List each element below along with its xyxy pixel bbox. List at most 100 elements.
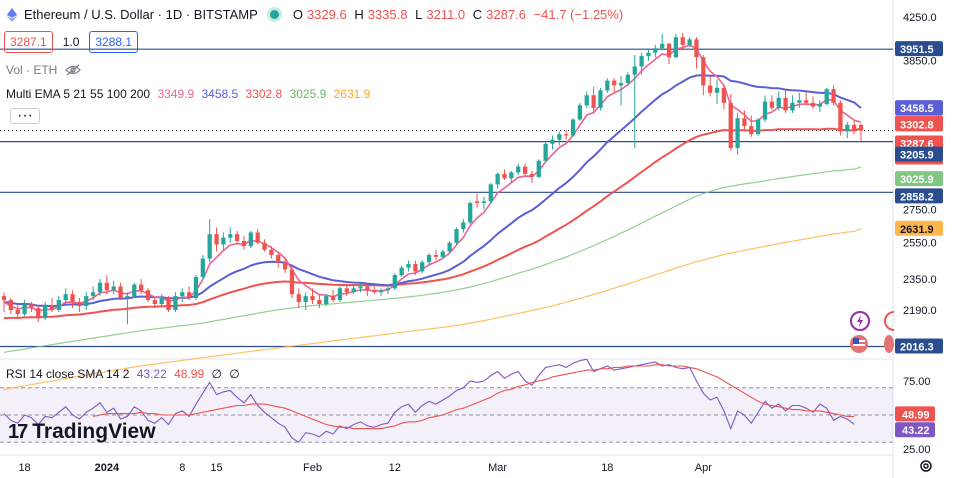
candle-body — [399, 267, 404, 276]
ema100-value: 3025.9 — [289, 87, 327, 101]
price-axis-label: 3302.8 — [895, 116, 943, 132]
candle-body — [317, 300, 322, 304]
candle-body — [337, 288, 343, 301]
candle-body — [516, 166, 521, 173]
candle-body — [378, 290, 384, 293]
candle-body — [132, 284, 137, 297]
us-flag-event-icon-2[interactable] — [884, 335, 894, 353]
candle-body — [372, 290, 377, 293]
price-tick-label: 2190.0 — [903, 305, 937, 317]
rsi-axis-label-bg — [895, 406, 935, 422]
ema-name: Multi EMA 5 21 55 100 200 — [6, 87, 151, 101]
price-axis-label-bg — [895, 41, 943, 57]
price-axis-label-bg — [895, 188, 943, 204]
rsi-value: 43.22 — [136, 367, 167, 381]
collapse-legend-button[interactable]: ··· — [10, 108, 40, 124]
candle-body — [152, 300, 157, 304]
candle-body — [468, 202, 473, 223]
quantity-field[interactable]: 1.0 — [62, 35, 80, 49]
candle-body — [481, 201, 487, 203]
candle-body — [570, 119, 576, 136]
candle-body — [193, 276, 199, 299]
candle-body — [180, 292, 185, 297]
candle-body — [701, 57, 706, 86]
price-axis-label-bg — [895, 171, 943, 187]
price-axis-label-text: 3025.9 — [900, 174, 934, 186]
candle-body — [714, 87, 720, 93]
candle-body — [550, 139, 555, 144]
settings-gear-icon[interactable] — [918, 458, 934, 474]
trade-panel: 3287.1 1.0 3288.1 — [4, 31, 139, 53]
candle-body — [173, 296, 178, 310]
volume-legend[interactable]: Vol · ETH — [6, 63, 82, 77]
candle-body — [488, 184, 493, 202]
candle-body — [269, 249, 274, 256]
candle-body — [598, 90, 603, 108]
time-tick-label: 8 — [179, 462, 185, 474]
candle-body — [632, 66, 637, 75]
candle-body — [241, 241, 247, 247]
sell-button[interactable]: 3287.1 — [4, 31, 53, 53]
candle-body — [22, 303, 27, 315]
candle-body — [529, 173, 535, 177]
axes: 4250.0 3850.0 2750.0 2550.0 2350.0 2190.0 75.0… — [18, 12, 944, 474]
candle-body — [104, 282, 109, 291]
price-axis-label-bg — [895, 100, 943, 116]
rsi-legend[interactable]: RSI 14 close SMA 14 2 43.22 48.99 ∅ ∅ — [6, 367, 244, 381]
candle-body — [522, 166, 528, 174]
close-value: 3287.6 — [486, 7, 526, 22]
price-axis-label-text: 3458.5 — [900, 103, 934, 115]
low-value: 3211.0 — [426, 7, 466, 22]
candle-body — [584, 95, 589, 106]
rsi-axis-label-text: 48.99 — [902, 409, 930, 421]
candle-body — [70, 294, 75, 303]
low-label: L — [415, 7, 423, 22]
open-value: 3329.6 — [306, 7, 347, 22]
price-tick-label: 2750.0 — [903, 204, 937, 216]
candle-body — [454, 229, 459, 243]
price-axis-label: 3205.9 — [895, 146, 943, 162]
price-axis-label-bg — [895, 220, 943, 236]
candle-body — [543, 143, 548, 161]
market-status-icon[interactable] — [269, 10, 279, 19]
candle-body — [461, 222, 466, 230]
candle-body — [77, 302, 82, 306]
candle-body — [166, 298, 171, 310]
candle-body — [845, 124, 850, 132]
candle-body — [138, 284, 144, 291]
symbol-title[interactable]: Ethereum / U.S. Dollar · 1D · BITSTAMP — [24, 7, 258, 22]
eye-hidden-icon[interactable] — [65, 64, 82, 76]
candle-body — [474, 201, 480, 203]
candle-body — [159, 298, 164, 304]
ema200-value: 2631.9 — [333, 87, 371, 101]
candle-body — [262, 242, 267, 250]
candle-body — [324, 296, 329, 304]
candle-body — [358, 286, 363, 289]
price-axis-label: 3951.5 — [895, 41, 943, 57]
buy-button[interactable]: 3288.1 — [89, 31, 139, 53]
tradingview-logo[interactable]: 17 TradingView — [8, 420, 156, 444]
price-axis-label-text: 3205.9 — [900, 150, 934, 162]
close-label: C — [472, 7, 483, 22]
ema-legend[interactable]: Multi EMA 5 21 55 100 200 3349.9 3458.5 … — [6, 87, 374, 101]
candle-body — [420, 262, 425, 272]
candle-body — [413, 264, 418, 272]
candle-body — [673, 37, 679, 58]
candle-body — [509, 172, 514, 179]
ohlc-values: O 3329.6 H 3335.8 L 3211.0 C 3287.6 −41.7 (−… — [293, 7, 627, 22]
lightning-event-icon[interactable] — [850, 311, 870, 331]
ema5-value: 3349.9 — [157, 87, 195, 101]
us-flag-event-icon[interactable] — [850, 335, 868, 353]
rsi-axis-label-text: 43.22 — [902, 425, 930, 437]
candle-body — [1, 296, 7, 301]
time-tick-label: 18 — [601, 462, 613, 474]
candle-body — [749, 126, 754, 135]
rsi-series-sma — [92, 364, 855, 430]
candle-body — [694, 39, 699, 58]
candle-body — [248, 232, 253, 247]
event-marker-icon[interactable] — [884, 311, 894, 331]
candle-body — [536, 160, 541, 177]
candle-body — [653, 48, 658, 53]
candle-body — [234, 234, 240, 242]
